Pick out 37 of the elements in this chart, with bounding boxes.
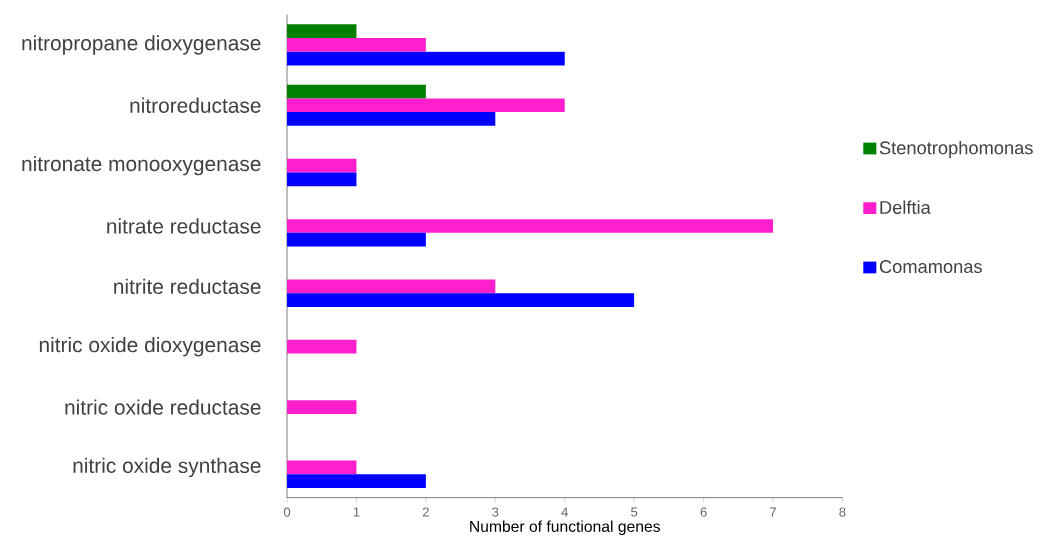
bar [287, 218, 774, 233]
bar [287, 158, 357, 173]
x-tick-label: 4 [561, 507, 568, 517]
x-tick-label: 3 [492, 507, 499, 517]
y-tick-label: nitric oxide reductase [65, 399, 261, 415]
y-tick-label: nitroreductase [130, 97, 261, 113]
bar [287, 232, 426, 247]
bar [287, 339, 357, 354]
y-tick-label: nitrate reductase [107, 218, 261, 234]
y-tick-label: nitronate monooxygenase [22, 155, 261, 176]
bar [287, 292, 635, 307]
y-tick-label: nitropropane dioxygenase [22, 34, 261, 55]
x-tick-label: 7 [770, 507, 776, 517]
bar [287, 84, 426, 99]
y-tick-label: nitrite reductase [114, 278, 261, 294]
bar [287, 51, 565, 66]
bar [287, 474, 426, 488]
bar [287, 279, 496, 293]
bar [287, 24, 357, 38]
bar [287, 98, 565, 112]
x-tick-label: 1 [353, 507, 360, 517]
bar [287, 37, 426, 52]
x-tick-label: 2 [422, 507, 429, 517]
bar [287, 172, 357, 186]
x-tick-label: 8 [839, 507, 846, 517]
x-tick-label: 5 [631, 507, 638, 517]
legend-label: Stenotrophomonas [879, 140, 1033, 158]
bar [287, 111, 496, 126]
y-tick-label: nitric oxide synthase [73, 457, 261, 477]
bar [287, 400, 357, 414]
x-axis-title: Number of functional genes [470, 520, 660, 535]
x-tick-label: 6 [700, 507, 707, 517]
x-tick-label: 0 [283, 507, 291, 517]
y-tick-label: nitric oxide dioxygenase [39, 336, 261, 357]
legend-label: Comamonas [879, 259, 982, 273]
bar [287, 460, 357, 475]
legend-label: Delftia [880, 200, 931, 214]
